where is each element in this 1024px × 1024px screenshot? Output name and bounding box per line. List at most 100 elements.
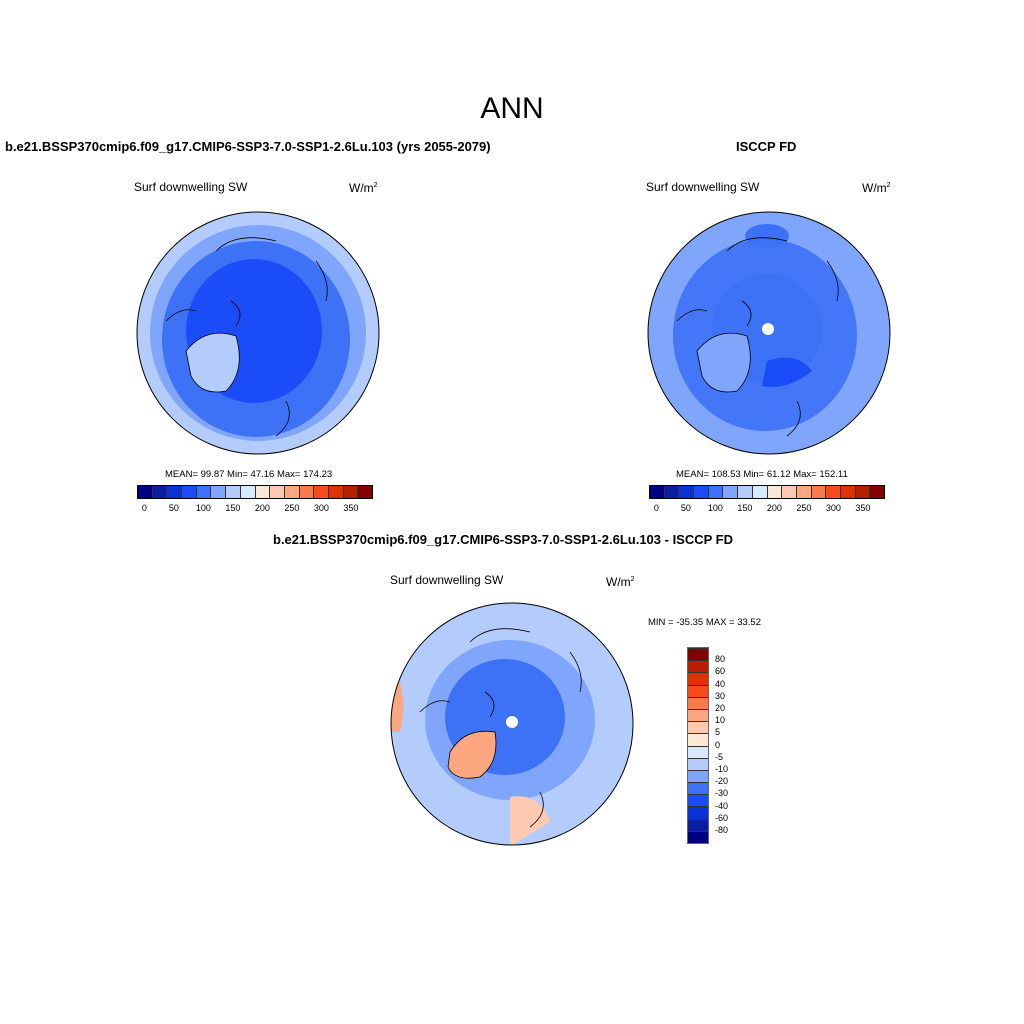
panel1-stats: MEAN= 99.87 Min= 47.16 Max= 174.23: [165, 469, 333, 480]
colorbar-swatch: [688, 660, 708, 673]
colorbar-swatch: [314, 486, 329, 498]
colorbar-swatch: [182, 486, 197, 498]
colorbar-swatch: [284, 486, 300, 498]
colorbar-tick-label: 150: [225, 503, 241, 513]
colorbar-swatch: [196, 486, 212, 498]
colorbar-swatch: [650, 486, 665, 498]
colorbar-tick-label: -20: [715, 776, 729, 787]
colorbar-swatch: [688, 794, 708, 807]
colorbar-swatch: [767, 486, 783, 498]
panel2-colorbar: [649, 485, 885, 499]
colorbar-swatch: [679, 486, 695, 498]
units-sup: 2: [373, 182, 378, 189]
colorbar-tick-label: 0: [141, 503, 147, 513]
colorbar-swatch: [211, 486, 227, 498]
colorbar-tick-label: 5: [715, 727, 721, 738]
colorbar-swatch: [694, 486, 709, 498]
colorbar-tick-label: 300: [313, 503, 329, 513]
colorbar-tick-label: -80: [715, 825, 729, 835]
colorbar-swatch: [811, 486, 827, 498]
colorbar-tick-label: 0: [715, 739, 721, 750]
colorbar-tick-label: 0: [653, 503, 659, 513]
panel3-colorbar-ticks: 80 60 40 30 20 10 5 0 -5 -10 -20 -30 -40 -60 -80: [712, 647, 752, 847]
colorbar-swatch: [738, 486, 753, 498]
colorbar-swatch: [688, 684, 708, 697]
colorbar-swatch: [796, 486, 812, 498]
coastlines: [165, 237, 328, 437]
colorbar-swatch: [840, 486, 856, 498]
panel1-units: W/m2: [349, 181, 378, 195]
colorbar-tick-label: 350: [855, 503, 871, 513]
colorbar-tick-label: 350: [343, 503, 359, 513]
colorbar-swatch: [358, 486, 372, 498]
panel1-colorbar: [137, 485, 373, 499]
colorbar-swatch: [855, 486, 871, 498]
missing-data-pole: [762, 323, 774, 335]
colorbar-tick-label: -5: [715, 751, 724, 762]
colorbar-tick-label: 250: [796, 503, 812, 513]
panel2-units: W/m2: [862, 181, 891, 195]
panel2-map: [647, 211, 891, 455]
colorbar-swatch: [752, 486, 768, 498]
missing-data-pole: [506, 716, 518, 728]
panel1-title: b.e21.BSSP370cmip6.f09_g17.CMIP6-SSP3-7.…: [5, 139, 491, 154]
units-text: W/m: [606, 575, 631, 589]
colorbar-tick-label: -10: [715, 764, 729, 774]
colorbar-swatch: [723, 486, 739, 498]
colorbar-tick-label: 20: [715, 703, 726, 713]
colorbar-tick-label: 80: [715, 654, 726, 665]
colorbar-tick-label: -30: [715, 788, 729, 799]
colorbar-tick-label: 30: [715, 690, 726, 701]
panel3-title: b.e21.BSSP370cmip6.f09_g17.CMIP6-SSP3-7.…: [273, 532, 734, 547]
colorbar-swatch: [664, 486, 680, 498]
colorbar-tick-label: 10: [715, 715, 726, 726]
colorbar-swatch: [688, 757, 708, 770]
colorbar-swatch: [226, 486, 241, 498]
colorbar-swatch: [688, 830, 708, 843]
colorbar-swatch: [299, 486, 315, 498]
panel2-variable: Surf downwelling SW: [646, 180, 760, 194]
panel1-variable: Surf downwelling SW: [134, 180, 248, 194]
colorbar-swatch: [167, 486, 183, 498]
colorbar-swatch: [688, 721, 708, 734]
colorbar-swatch: [328, 486, 344, 498]
colorbar-swatch: [688, 672, 708, 685]
colorbar-tick-label: 200: [254, 503, 270, 513]
panel3-stats: MIN = -35.35 MAX = 33.52: [648, 617, 762, 628]
coastlines: [676, 237, 839, 437]
colorbar-swatch: [782, 486, 797, 498]
colorbar-swatch: [688, 745, 708, 758]
colorbar-tick-label: 60: [715, 666, 726, 677]
panel3-colorbar: [687, 647, 709, 844]
colorbar-tick-label: 100: [707, 503, 723, 513]
colorbar-swatch: [688, 733, 708, 746]
panel2-colorbar-ticks: 0 50 100 150 200 250 300 350: [649, 503, 885, 515]
colorbar-tick-label: 300: [825, 503, 841, 513]
colorbar-swatch: [688, 782, 708, 795]
units-text: W/m: [349, 181, 374, 195]
coastlines: [419, 628, 582, 828]
colorbar-tick-label: 50: [168, 503, 179, 513]
units-text: W/m: [862, 181, 887, 195]
colorbar-tick-label: 250: [284, 503, 300, 513]
units-sup: 2: [630, 576, 635, 583]
colorbar-tick-label: -40: [715, 800, 729, 811]
colorbar-swatch: [240, 486, 256, 498]
panel1-map: [136, 211, 380, 455]
colorbar-swatch: [826, 486, 841, 498]
panel1-colorbar-ticks: 0 50 100 150 200 250 300 350: [137, 503, 373, 515]
colorbar-swatch: [255, 486, 271, 498]
figure-title: ANN: [480, 92, 544, 125]
panel3-units: W/m2: [606, 575, 635, 589]
colorbar-swatch: [688, 648, 708, 661]
colorbar-swatch: [138, 486, 153, 498]
colorbar-tick-label: 150: [737, 503, 753, 513]
colorbar-swatch: [152, 486, 168, 498]
units-sup: 2: [886, 182, 891, 189]
colorbar-swatch: [688, 708, 708, 722]
colorbar-swatch: [870, 486, 884, 498]
greenland-region: [186, 333, 240, 392]
colorbar-tick-label: 200: [766, 503, 782, 513]
colorbar-swatch: [708, 486, 724, 498]
